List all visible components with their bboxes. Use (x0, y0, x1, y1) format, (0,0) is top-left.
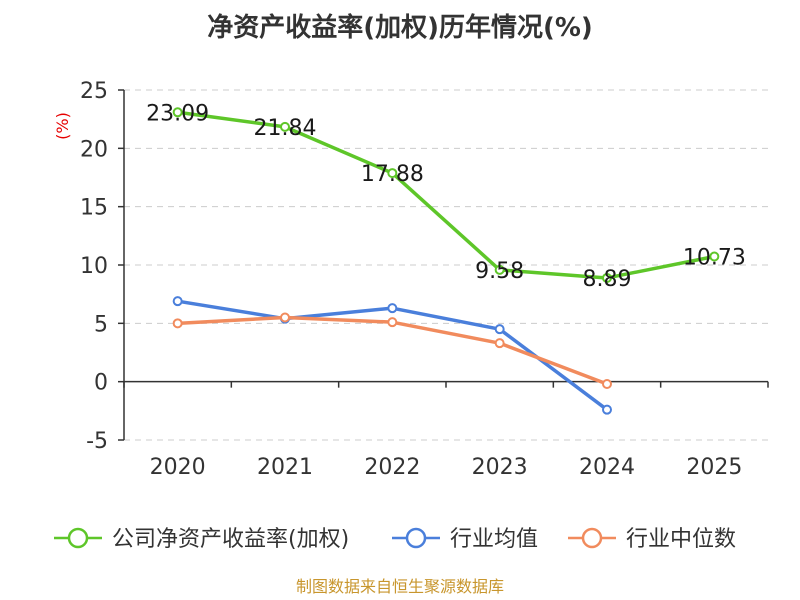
x-tick-label: 2020 (150, 455, 206, 480)
data-point[interactable] (494, 264, 505, 275)
legend-label: 公司净资产收益率(加权) (112, 527, 349, 552)
data-label: 23.09 (146, 101, 209, 126)
data-label: 10.73 (683, 245, 746, 270)
y-tick-label: 25 (80, 79, 108, 104)
data-point[interactable] (172, 296, 183, 307)
data-label: 9.58 (475, 259, 524, 284)
x-tick-label: 2024 (579, 455, 635, 480)
y-tick-label: 10 (80, 254, 108, 279)
x-tick-label: 2022 (364, 455, 420, 480)
legend-label: 行业均值 (450, 527, 538, 552)
data-label: 17.88 (361, 162, 424, 187)
data-point[interactable] (172, 318, 183, 329)
data-point[interactable] (387, 168, 398, 179)
data-label: 8.89 (583, 267, 632, 292)
legend-marker (67, 527, 89, 549)
data-point[interactable] (280, 121, 290, 132)
data-point[interactable] (280, 312, 290, 323)
grid-lines (124, 89, 768, 441)
legend-marker (405, 527, 427, 549)
x-tick-label: 2023 (472, 455, 528, 480)
chart-title: 净资产收益率(加权)历年情况(%) (207, 12, 593, 43)
legend-item[interactable]: 行业中位数 (568, 527, 736, 552)
legend-item[interactable]: 行业均值 (392, 527, 538, 552)
data-label: 21.84 (254, 116, 317, 141)
legend-marker (581, 527, 603, 549)
series-line-2 (177, 315, 608, 386)
legend-label: 行业中位数 (626, 527, 736, 552)
y-tick-label: 20 (80, 137, 108, 162)
legend[interactable]: 公司净资产收益率(加权) 行业均值 行业中位数 (54, 527, 736, 552)
data-point[interactable] (494, 338, 505, 349)
x-tick-label: 2025 (686, 455, 742, 480)
y-tick-label: 5 (94, 312, 108, 337)
data-point[interactable] (387, 303, 398, 314)
data-point[interactable] (709, 251, 720, 262)
data-point[interactable] (172, 107, 183, 118)
data-point[interactable] (602, 379, 612, 389)
y-axis-label: (%) (53, 112, 72, 140)
data-point[interactable] (602, 272, 612, 283)
series-group: 23.09 21.84 17.88 9.58 8.89 10.73 (146, 101, 746, 415)
y-tick-label: -5 (86, 429, 108, 454)
legend-item[interactable]: 公司净资产收益率(加权) (54, 527, 349, 552)
series-line-0 (177, 110, 715, 280)
y-tick-label: 0 (94, 371, 108, 396)
x-tick-label: 2021 (257, 455, 313, 480)
data-point[interactable] (602, 404, 612, 415)
y-tick-label: 15 (80, 196, 108, 221)
source-note: 制图数据来自恒生聚源数据库 (296, 577, 504, 596)
data-point[interactable] (387, 317, 398, 328)
data-point[interactable] (494, 324, 505, 335)
